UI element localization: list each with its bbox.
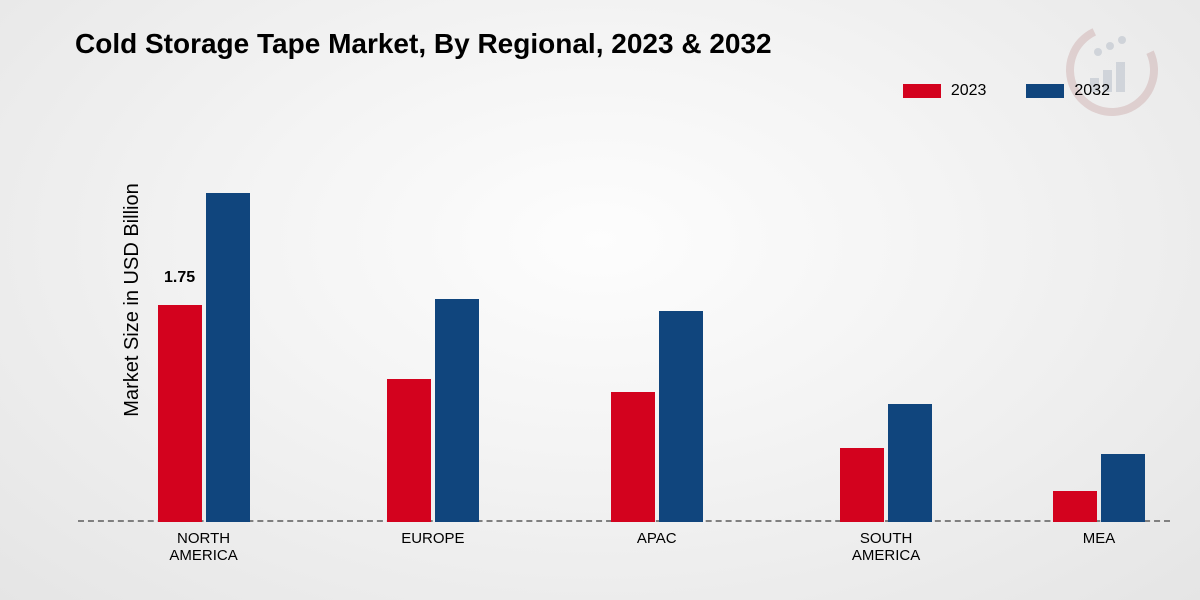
bar [888, 404, 932, 522]
bar-group [1053, 454, 1145, 522]
x-axis-label: MEA [1083, 530, 1116, 547]
bar-group [611, 311, 703, 522]
legend-item-2032: 2032 [1026, 82, 1110, 100]
bar [659, 311, 703, 522]
value-label: 1.75 [164, 269, 195, 287]
bar [158, 305, 202, 522]
bar [435, 299, 479, 522]
plot-area: 1.75 [78, 150, 1170, 522]
x-axis-labels: NORTH AMERICA EUROPE APAC SOUTH AMERICA MEA [78, 530, 1170, 570]
bar-group [387, 299, 479, 522]
bar [206, 193, 250, 522]
bar-group [158, 193, 250, 522]
legend-label-2032: 2032 [1074, 82, 1110, 100]
x-axis-label: APAC [637, 530, 677, 547]
swatch-2032 [1026, 84, 1064, 98]
bar [1101, 454, 1145, 522]
chart-container: Cold Storage Tape Market, By Regional, 2… [0, 0, 1200, 600]
x-axis-label: EUROPE [401, 530, 464, 547]
watermark-logo [1066, 24, 1158, 116]
legend-label-2023: 2023 [951, 82, 987, 100]
legend: 2023 2032 [903, 82, 1110, 100]
swatch-2023 [903, 84, 941, 98]
chart-title: Cold Storage Tape Market, By Regional, 2… [75, 28, 772, 60]
bar-group [840, 404, 932, 522]
bar [611, 392, 655, 522]
x-axis-label: NORTH AMERICA [169, 530, 237, 565]
bar [387, 379, 431, 522]
bar [840, 448, 884, 522]
legend-item-2023: 2023 [903, 82, 987, 100]
bar [1053, 491, 1097, 522]
x-axis-label: SOUTH AMERICA [852, 530, 920, 565]
